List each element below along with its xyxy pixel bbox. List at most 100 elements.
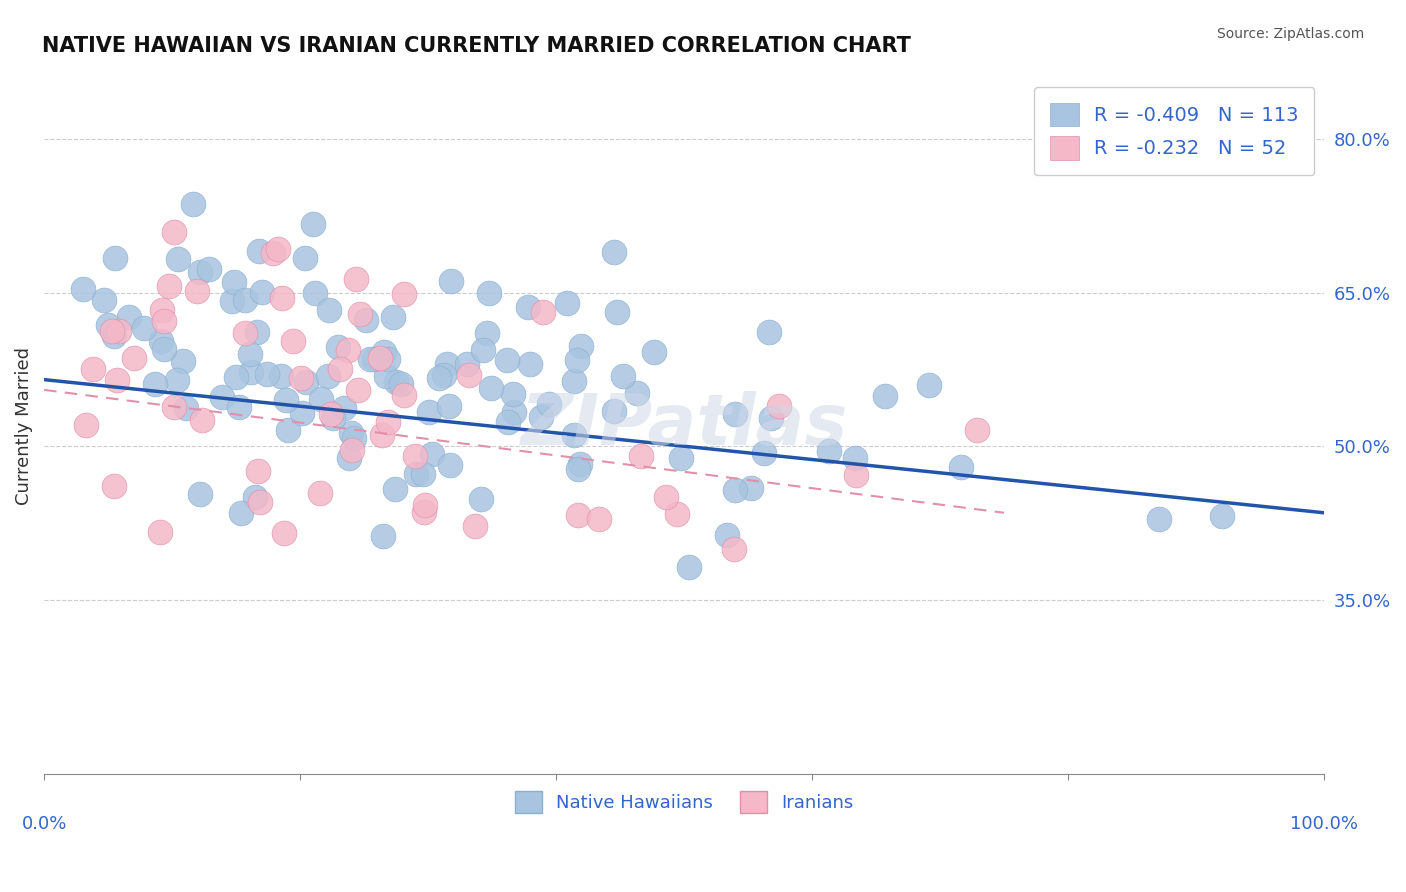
- Point: [191, 413, 214, 427]
- Point: [363, 352, 385, 367]
- Point: [768, 400, 790, 414]
- Point: [565, 353, 588, 368]
- Point: [723, 542, 745, 557]
- Y-axis label: Currently Married: Currently Married: [15, 347, 32, 505]
- Point: [458, 368, 481, 382]
- Point: [270, 291, 292, 305]
- Point: [309, 392, 332, 406]
- Point: [437, 400, 460, 414]
- Point: [603, 404, 626, 418]
- Point: [456, 357, 478, 371]
- Point: [188, 487, 211, 501]
- Point: [479, 381, 502, 395]
- Point: [405, 467, 427, 481]
- Point: [124, 351, 146, 366]
- Point: [150, 302, 173, 317]
- Point: [603, 244, 626, 259]
- Point: [844, 451, 866, 466]
- Point: [157, 279, 180, 293]
- Point: [302, 218, 325, 232]
- Point: [478, 286, 501, 301]
- Point: [150, 334, 173, 348]
- Point: [172, 353, 194, 368]
- Point: [322, 411, 344, 425]
- Point: [530, 409, 553, 424]
- Point: [318, 303, 340, 318]
- Point: [321, 407, 343, 421]
- Point: [246, 325, 269, 339]
- Point: [359, 352, 381, 367]
- Point: [671, 451, 693, 466]
- Point: [198, 262, 221, 277]
- Point: [413, 498, 436, 512]
- Point: [153, 314, 176, 328]
- Point: [740, 481, 762, 495]
- Point: [246, 464, 269, 478]
- Point: [107, 324, 129, 338]
- Point: [267, 242, 290, 256]
- Point: [277, 423, 299, 437]
- Point: [229, 506, 252, 520]
- Point: [626, 386, 648, 401]
- Point: [104, 251, 127, 265]
- Point: [567, 462, 589, 476]
- Point: [163, 400, 186, 414]
- Point: [373, 345, 395, 359]
- Point: [439, 458, 461, 472]
- Point: [464, 519, 486, 533]
- Point: [502, 404, 524, 418]
- Point: [588, 511, 610, 525]
- Point: [100, 324, 122, 338]
- Point: [875, 389, 897, 403]
- Point: [370, 428, 392, 442]
- Point: [420, 446, 443, 460]
- Point: [243, 490, 266, 504]
- Point: [181, 197, 204, 211]
- Point: [412, 505, 434, 519]
- Text: Source: ZipAtlas.com: Source: ZipAtlas.com: [1216, 27, 1364, 41]
- Point: [436, 357, 458, 371]
- Point: [373, 528, 395, 542]
- Point: [347, 383, 370, 397]
- Point: [342, 443, 364, 458]
- Point: [537, 397, 560, 411]
- Point: [295, 376, 318, 390]
- Point: [233, 293, 256, 307]
- Point: [235, 326, 257, 341]
- Point: [103, 329, 125, 343]
- Text: 0.0%: 0.0%: [21, 815, 67, 833]
- Point: [356, 313, 378, 327]
- Point: [470, 492, 492, 507]
- Point: [418, 405, 440, 419]
- Point: [724, 483, 747, 497]
- Point: [93, 293, 115, 307]
- Point: [344, 271, 367, 285]
- Point: [368, 351, 391, 366]
- Point: [384, 375, 406, 389]
- Point: [752, 446, 775, 460]
- Point: [250, 285, 273, 299]
- Point: [949, 460, 972, 475]
- Point: [329, 361, 352, 376]
- Point: [665, 508, 688, 522]
- Point: [531, 305, 554, 319]
- Point: [343, 431, 366, 445]
- Point: [678, 560, 700, 574]
- Point: [404, 449, 426, 463]
- Point: [294, 251, 316, 265]
- Point: [655, 491, 678, 505]
- Point: [72, 282, 94, 296]
- Legend: Native Hawaiians, Iranians: Native Hawaiians, Iranians: [508, 784, 860, 821]
- Point: [240, 365, 263, 379]
- Point: [643, 345, 665, 359]
- Point: [103, 479, 125, 493]
- Point: [247, 244, 270, 258]
- Point: [412, 467, 434, 482]
- Text: NATIVE HAWAIIAN VS IRANIAN CURRENTLY MARRIED CORRELATION CHART: NATIVE HAWAIIAN VS IRANIAN CURRENTLY MAR…: [42, 36, 911, 55]
- Point: [283, 334, 305, 349]
- Point: [349, 307, 371, 321]
- Point: [97, 318, 120, 332]
- Point: [163, 225, 186, 239]
- Point: [221, 293, 243, 308]
- Point: [239, 347, 262, 361]
